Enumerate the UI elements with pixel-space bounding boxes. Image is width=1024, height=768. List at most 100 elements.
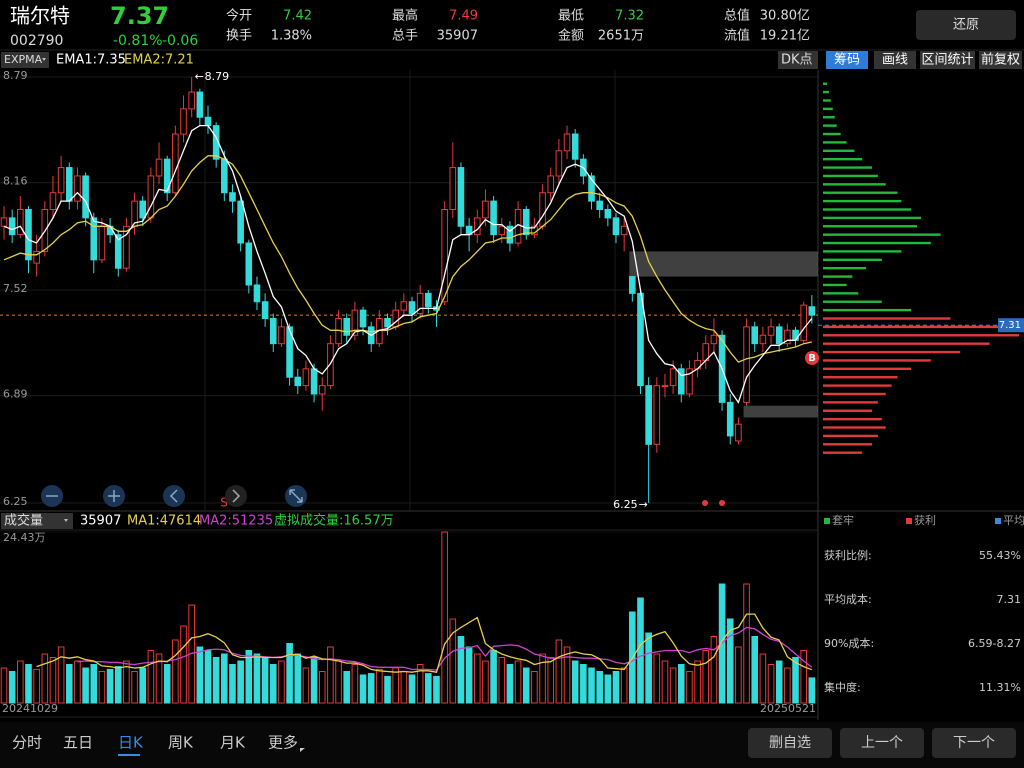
volume-bar [261,657,269,704]
volume-bar [800,650,807,704]
field-value: 7.32 [615,9,644,24]
candle-body [286,326,293,378]
ema2-line [3,155,812,363]
candle-body [163,158,171,194]
price-pane: 8.798.167.526.896.25← 8.796.25 →SB [0,69,819,511]
volume-bar [555,639,563,704]
restore-button[interactable] [916,10,1016,40]
tab-label[interactable]: 画线 [882,53,908,68]
footer-button[interactable] [840,728,924,758]
candle-body [629,276,636,294]
candle-body [196,91,204,118]
indicator[interactable]: EXPMA [4,53,43,66]
period-tab[interactable]: 周K [168,734,194,752]
chip-bar [823,334,1019,337]
footer-button-label[interactable]: 下一个 [953,735,995,751]
volume-bar [457,636,465,704]
volume-bar [163,664,171,704]
candle-body [457,167,465,227]
price: 7.37 [110,2,169,30]
field-value: 7.49 [449,9,478,24]
candle-body [416,292,424,314]
arrow: ← [195,70,204,83]
volume-bar [588,667,595,704]
dropdown-arrow [42,58,46,61]
candle-body [498,225,506,236]
indicator-select[interactable] [1,52,49,68]
period-tab[interactable]: 五日 [63,734,93,752]
footer-button[interactable] [932,728,1016,758]
tab-label[interactable]: 前复权 [981,52,1020,68]
arrow: → [639,498,648,511]
field-label: 总值 [724,8,750,24]
scroll-left[interactable] [163,485,185,507]
change: -0.06 [162,33,198,49]
high-label: 8.79 [205,70,230,83]
tab[interactable] [920,51,975,69]
chip-bar [823,82,827,85]
chip-bar [823,157,863,161]
chip-bar [823,308,912,312]
chip-bar [823,409,872,412]
volume-bar [49,657,57,704]
period-tab[interactable]: 月K [220,734,246,752]
volume-bar [221,653,228,704]
volume-select[interactable] [1,513,73,529]
volume-bar [563,646,571,704]
tab[interactable] [826,51,868,69]
candle-body [555,150,563,177]
chip-bar [823,350,961,354]
field-label: 总手 [392,29,418,44]
candle-body [310,368,318,395]
footer-button-label[interactable]: 上一个 [861,735,903,751]
candle-body [563,133,571,152]
vol-ma2-line [77,626,813,671]
candle-body [449,167,457,210]
restore-label[interactable]: 还原 [953,18,979,33]
period-tab[interactable]: 更多 [268,734,298,752]
vol-ma1-label: MA1:47614 [127,514,201,529]
volume-bar [82,667,89,704]
dk-label[interactable]: DK点 [781,53,813,68]
candle-body [653,385,661,445]
chip-bar [823,258,882,262]
field-value: 2651万 [598,29,644,44]
candle-body [604,208,612,219]
scroll-right[interactable] [225,485,247,507]
candle-body [261,301,269,320]
candle-body [490,200,497,236]
volume-bar [743,583,750,704]
candle-body [612,217,620,236]
footer-button-label[interactable]: 删自选 [769,735,811,751]
candle-body [571,133,579,160]
footer-button[interactable] [748,728,832,758]
tab-label[interactable]: 筹码 [834,52,860,68]
candle-body [710,334,718,345]
volume-bar [775,660,783,704]
volume-bar [580,664,587,704]
candle-body [221,158,228,194]
volume-indicator[interactable]: 成交量 [4,513,43,529]
icon [232,489,241,503]
chip-bar [823,208,912,211]
tab[interactable] [979,51,1022,69]
chip-pane: 7.31 套牢 获利 平均 [818,82,1024,527]
volume-bar [245,650,253,704]
period-tab[interactable]: 日K [118,734,144,752]
volume-bar [204,650,212,704]
period-tab[interactable]: 分时 [12,734,42,752]
volume-pane: 24.43万 [0,531,818,704]
candle-body [49,192,57,210]
chip-bar [823,300,882,303]
tab[interactable] [874,51,916,69]
candle-body [98,225,106,261]
tab-label[interactable]: 区间统计 [921,53,973,68]
volume-last: 35907 [80,514,121,529]
chip-bar [823,149,855,152]
volume-bar [367,673,375,704]
dk-button[interactable] [778,51,818,69]
candle-body [661,385,669,388]
volume-bar [808,677,816,704]
candle-body [180,108,187,135]
